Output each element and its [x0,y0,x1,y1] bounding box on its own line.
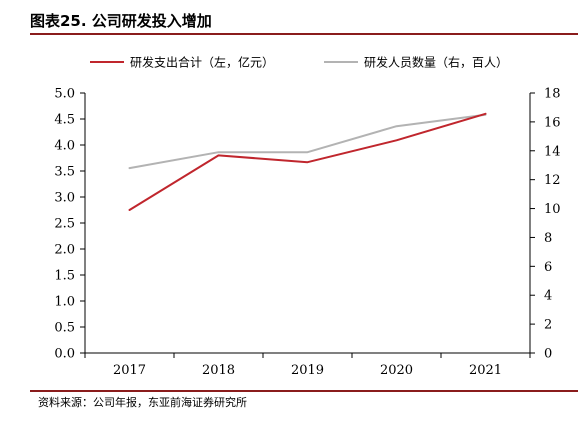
source-note: 资料来源：公司年报，东亚前海证券研究所 [38,396,247,409]
y-right-tick-label: 12 [544,173,561,188]
x-tick-label: 2020 [380,363,413,378]
y-right-tick-label: 8 [544,231,552,246]
series-line-rd-staff [128,113,487,170]
y-left-tick-label: 2.5 [54,217,75,232]
footer-rule [30,390,578,392]
y-right-tick-label: 2 [544,318,552,333]
chart-legend: 研发支出合计（左，亿元） 研发人员数量（右，百人） [90,55,508,70]
y-right-tick-label: 4 [544,289,552,304]
y-left-tick-label: 4.5 [54,113,75,128]
y-left-tick-label: 3.5 [54,165,75,180]
x-tick-label: 2019 [291,363,324,378]
y-right-tick-label: 14 [544,144,561,159]
legend-label: 研发支出合计（左，亿元） [130,55,274,70]
series-line-rd-expense [128,112,487,211]
y-right-tick-label: 16 [544,115,561,130]
x-tick-label: 2018 [202,363,235,378]
title-rule [30,33,578,35]
x-tick-label: 2021 [469,363,502,378]
y-left-tick-label: 0.5 [54,321,75,336]
y-right-tick-label: 18 [544,87,561,102]
y-right-tick-label: 10 [544,202,561,217]
y-left-tick-label: 5.0 [54,87,75,102]
y-left-tick-label: 3.0 [54,191,75,206]
legend-label: 研发人员数量（右，百人） [364,55,508,70]
y-right-tick-label: 6 [544,260,552,275]
x-tick-label: 2017 [113,363,146,378]
y-left-tick-label: 1.0 [54,295,75,310]
y-left-tick-label: 4.0 [54,139,75,154]
y-right-tick-label: 0 [544,347,552,362]
chart-axes: 0.0 0.5 1.0 1.5 2.0 2.5 3.0 3.5 4.0 4.5 5.0 0 2 4 6 8 10… [54,87,560,379]
y-left-tick-label: 1.5 [54,269,75,284]
y-left-tick-label: 2.0 [54,243,75,258]
figure-title: 图表25. 公司研发投入增加 [30,12,212,30]
chart-series [128,112,487,211]
y-left-tick-label: 0.0 [54,347,75,362]
